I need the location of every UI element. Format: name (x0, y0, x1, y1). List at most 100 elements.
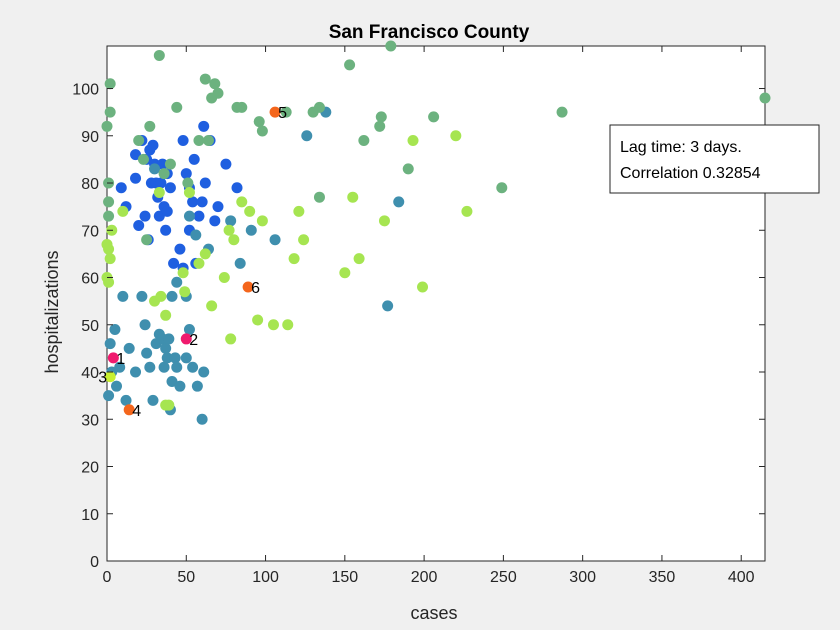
data-point-165 (417, 281, 429, 293)
data-point-92 (101, 120, 113, 132)
labeled-point-6 (242, 281, 254, 293)
data-point-130 (103, 243, 115, 255)
data-point-51 (139, 319, 151, 331)
y-axis: 0 10 20 30 40 50 60 70 80 90 100 (72, 82, 765, 571)
annotation-frame (609, 124, 820, 194)
x-tick-label-50: 50 (177, 569, 195, 586)
data-point-167 (461, 205, 473, 217)
y-tick-label-0: 0 (90, 554, 99, 571)
x-axis-label: cases (410, 603, 457, 623)
data-point-100 (158, 168, 170, 180)
data-point-149 (225, 333, 237, 345)
data-point-125 (556, 106, 568, 118)
data-point-53 (144, 361, 156, 373)
data-point-111 (253, 116, 265, 128)
data-point-61 (163, 333, 175, 345)
data-point-64 (171, 361, 183, 373)
point-label-4: 4 (132, 403, 141, 420)
data-point-81 (269, 234, 281, 246)
points-layer (101, 40, 771, 425)
x-tick-label-0: 0 (103, 569, 112, 586)
data-point-80 (245, 224, 257, 236)
data-point-16 (155, 177, 167, 189)
data-point-119 (374, 120, 386, 132)
data-point-120 (375, 111, 387, 123)
data-point-46 (117, 290, 129, 302)
data-point-23 (177, 134, 189, 146)
labeled-point-5 (269, 106, 281, 118)
data-point-103 (193, 134, 205, 146)
data-point-162 (353, 253, 365, 265)
data-point-84 (382, 300, 394, 312)
data-point-99 (153, 49, 165, 61)
point-label-2: 2 (189, 332, 198, 349)
y-axis-label: hospitalizations (42, 250, 62, 373)
annotation-box[interactable]: Lag time: 3 days. Correlation 0.32854 (609, 124, 820, 194)
labeled-point-2 (180, 333, 192, 345)
data-point-118 (358, 134, 370, 146)
data-point-113 (280, 106, 292, 118)
data-point-19 (160, 224, 172, 236)
data-point-49 (130, 366, 142, 378)
data-point-6 (139, 210, 151, 222)
data-point-35 (212, 201, 224, 213)
annotation-correlation: Correlation 0.32854 (620, 165, 761, 182)
data-point-62 (166, 375, 178, 387)
data-point-116 (313, 101, 325, 113)
point-label-6: 6 (251, 280, 260, 297)
data-point-43 (109, 323, 121, 335)
x-tick-label-250: 250 (490, 569, 517, 586)
data-point-34 (209, 215, 221, 227)
y-tick-label-80: 80 (81, 176, 99, 193)
data-point-164 (407, 134, 419, 146)
y-tick-label-20: 20 (81, 460, 99, 477)
data-point-104 (199, 73, 211, 85)
data-point-87 (166, 290, 178, 302)
data-point-71 (198, 366, 210, 378)
data-point-3 (130, 172, 142, 184)
data-point-54 (147, 394, 159, 406)
x-tick-label-350: 350 (649, 569, 676, 586)
data-point-70 (196, 413, 208, 425)
data-point-89 (103, 390, 115, 402)
data-point-122 (402, 163, 414, 175)
data-point-17 (156, 158, 168, 170)
data-point-158 (293, 205, 305, 217)
data-point-60 (161, 352, 173, 364)
data-point-24 (180, 168, 192, 180)
data-point-126 (759, 92, 771, 104)
data-point-32 (199, 177, 211, 189)
data-point-42 (104, 338, 116, 350)
x-tick-label-200: 200 (411, 569, 438, 586)
data-point-151 (236, 196, 248, 208)
data-point-95 (103, 210, 115, 222)
data-point-143 (183, 186, 195, 198)
data-point-121 (385, 40, 397, 52)
data-point-45 (114, 361, 126, 373)
data-point-133 (103, 276, 115, 288)
data-point-124 (496, 182, 508, 194)
data-point-69 (191, 380, 203, 392)
data-point-160 (339, 267, 351, 279)
data-point-36 (220, 158, 232, 170)
data-point-166 (450, 130, 462, 142)
data-point-127 (141, 234, 153, 246)
data-point-97 (137, 153, 149, 165)
data-point-117 (344, 59, 356, 71)
data-point-50 (136, 290, 148, 302)
data-point-152 (244, 205, 256, 217)
point-label-1: 1 (116, 351, 125, 368)
data-point-2 (130, 149, 142, 161)
data-point-108 (212, 87, 224, 99)
data-point-79 (234, 257, 246, 269)
data-point-37 (231, 182, 243, 194)
data-point-128 (164, 158, 176, 170)
data-point-135 (117, 205, 129, 217)
data-point-15 (153, 210, 165, 222)
data-point-59 (160, 342, 172, 354)
data-point-115 (313, 191, 325, 203)
chart-title: San Francisco County (329, 22, 530, 43)
y-tick-label-50: 50 (81, 318, 99, 335)
data-point-91 (104, 106, 116, 118)
